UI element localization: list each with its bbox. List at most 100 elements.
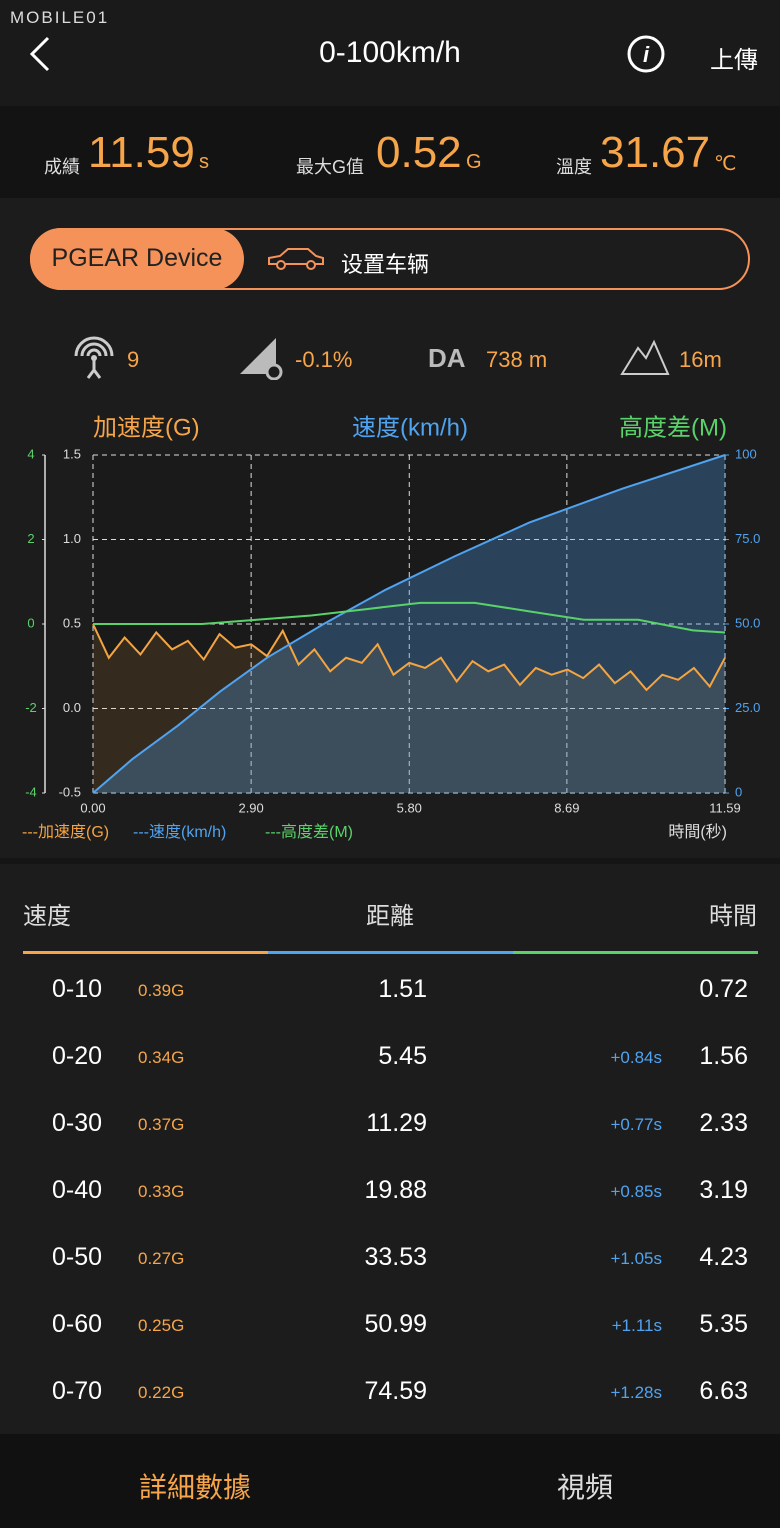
distance: 33.53	[364, 1243, 427, 1271]
speed-range: 0-60	[52, 1310, 103, 1338]
series-line	[92, 454, 726, 794]
speed-range: 0-10	[52, 975, 103, 1003]
time: 3.19	[699, 1176, 748, 1204]
device-tab[interactable]	[30, 228, 244, 290]
details-tab[interactable]: 詳細數據	[138, 1472, 251, 1503]
series-area	[93, 455, 725, 793]
speed-range: 0-40	[52, 1176, 103, 1204]
stat-label: 溫度	[556, 157, 592, 177]
stat-unit: ℃	[714, 153, 737, 175]
y2-tick-label: 0	[735, 784, 742, 799]
g-value: 0.22G	[138, 1383, 185, 1402]
altitude-value: 16m	[679, 347, 722, 372]
stat-label: 最大G值	[296, 157, 365, 177]
g-value: 0.39G	[138, 981, 185, 1000]
y3-tick-label: -2	[25, 700, 37, 715]
time: 2.33	[699, 1109, 748, 1137]
table-header: 距離	[366, 903, 414, 930]
bottom-bar	[0, 1434, 780, 1528]
stat-unit: s	[199, 151, 209, 173]
satellite-icon	[74, 336, 114, 379]
g-value: 0.27G	[138, 1249, 185, 1268]
g-value: 0.33G	[138, 1182, 185, 1201]
speed-range: 0-20	[52, 1042, 103, 1070]
upload-button[interactable]: 上傳	[710, 47, 758, 74]
y-tick-label: -0.5	[59, 784, 81, 799]
distance: 50.99	[364, 1310, 427, 1338]
y2-axis-title: 速度(km/h)	[352, 414, 468, 441]
y3-axis-title: 高度差(M)	[619, 414, 727, 441]
legend-entry: ---高度差(M)	[265, 823, 353, 841]
distance: 19.88	[364, 1176, 427, 1204]
video-tab[interactable]: 視頻	[556, 1472, 613, 1503]
x-tick-label: 5.80	[397, 800, 422, 815]
x-axis-title: 時間(秒)	[668, 823, 727, 841]
time: 6.63	[699, 1377, 748, 1405]
series-area	[93, 624, 725, 793]
watermark: MOBILE01	[10, 8, 110, 27]
distance: 5.45	[378, 1042, 427, 1070]
x-tick-label: 0.00	[80, 800, 105, 815]
da-value: 738 m	[486, 347, 548, 372]
x-tick-label: 2.90	[238, 800, 263, 815]
time-delta: +0.77s	[610, 1115, 662, 1134]
speed-range: 0-50	[52, 1243, 103, 1271]
stat-label: 成績	[44, 157, 80, 177]
distance: 74.59	[364, 1377, 427, 1405]
stat-value: 0.52	[376, 128, 462, 177]
car-icon	[268, 248, 324, 270]
divider	[0, 858, 780, 864]
y2-tick-label: 25.0	[735, 700, 760, 715]
legend-entry: ---速度(km/h)	[133, 823, 226, 841]
slope-icon	[240, 338, 283, 380]
g-value: 0.37G	[138, 1115, 185, 1134]
series-line	[92, 623, 726, 692]
da-label: DA	[428, 343, 466, 373]
vehicle-tab[interactable]: 设置车辆	[341, 252, 430, 277]
stat-unit: G	[466, 151, 482, 173]
y3-tick-label: 4	[27, 446, 34, 461]
legend-entry: ---加速度(G)	[22, 823, 109, 841]
distance: 1.51	[378, 975, 427, 1003]
y2-tick-label: 50.0	[735, 615, 760, 630]
table-header: 時間	[709, 903, 757, 930]
y-tick-label: 0.0	[63, 700, 81, 715]
info-button[interactable]: i	[626, 34, 666, 74]
page-title: 0-100km/h	[319, 36, 461, 69]
time-delta: +1.11s	[611, 1316, 662, 1335]
speed-range: 0-70	[52, 1377, 103, 1405]
y-tick-label: 1.5	[63, 446, 81, 461]
time: 4.23	[699, 1243, 748, 1271]
header-underline	[513, 951, 758, 954]
distance: 11.29	[366, 1109, 427, 1137]
time-delta: +1.28s	[610, 1383, 662, 1402]
y3-tick-label: 2	[27, 531, 34, 546]
svg-text:i: i	[643, 42, 650, 67]
top-bar	[0, 0, 780, 106]
x-tick-label: 11.59	[709, 800, 741, 815]
x-tick-label: 8.69	[554, 800, 579, 815]
device-tab-label: PGEAR Device	[51, 244, 223, 272]
g-value: 0.34G	[138, 1048, 185, 1067]
y3-tick-label: -4	[25, 784, 37, 799]
header-underline	[268, 951, 513, 954]
slope-value: -0.1%	[295, 347, 353, 372]
table-header: 速度	[23, 903, 71, 930]
altitude-icon	[620, 339, 670, 375]
time-delta: +0.85s	[610, 1182, 662, 1201]
g-value: 0.25G	[138, 1316, 185, 1335]
satellite-count: 9	[127, 347, 140, 372]
time: 5.35	[699, 1310, 748, 1338]
stat-value: 31.67	[600, 128, 711, 177]
speed-range: 0-30	[52, 1109, 103, 1137]
time: 0.72	[699, 975, 748, 1003]
back-button[interactable]	[26, 34, 56, 74]
header-underline	[23, 951, 268, 954]
y-axis-title: 加速度(G)	[93, 414, 200, 441]
time-delta: +1.05s	[610, 1249, 662, 1268]
stats-bar	[0, 106, 780, 198]
time-delta: +0.84s	[610, 1048, 662, 1067]
y2-tick-label: 75.0	[735, 531, 760, 546]
time: 1.56	[699, 1042, 748, 1070]
